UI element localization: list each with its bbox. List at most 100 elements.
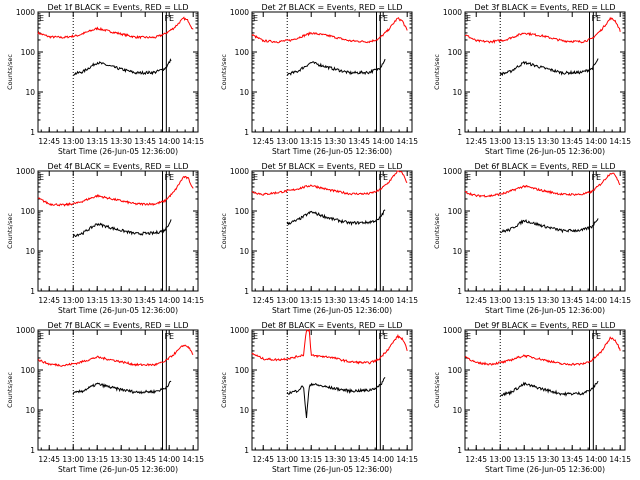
- y-tick-label: 1000: [230, 167, 249, 176]
- chart-panel: Det 4f BLACK = Events, RED = LLD Counts/s…: [6, 162, 204, 315]
- y-tick-label: 1: [244, 287, 249, 296]
- event-marker-label: E: [39, 173, 44, 182]
- x-tick-label: 12:45: [38, 137, 60, 146]
- lld-series-line: [251, 328, 408, 365]
- x-tick-label: 12:45: [252, 455, 274, 464]
- y-tick-label: 1: [30, 128, 35, 137]
- events-series-line: [73, 58, 172, 76]
- x-axis-label: Start Time (26-Jun-05 12:36:00): [485, 465, 605, 474]
- x-tick-label: 13:45: [561, 296, 583, 305]
- y-tick-label: 10: [25, 406, 35, 415]
- y-tick-label: 1000: [443, 326, 462, 335]
- y-tick-label: 10: [239, 247, 249, 256]
- x-tick-label: 13:00: [62, 455, 84, 464]
- x-tick-label: 14:00: [585, 137, 607, 146]
- x-tick-label: 12:45: [38, 455, 60, 464]
- x-tick-label: 12:45: [465, 455, 487, 464]
- chart-title: Det 6f BLACK = Events, RED = LLD: [474, 162, 615, 171]
- chart-title: Det 7f BLACK = Events, RED = LLD: [47, 321, 188, 330]
- x-tick-label: 14:15: [182, 455, 204, 464]
- events-series-line: [286, 58, 386, 76]
- x-axis-label: Start Time (26-Jun-05 12:36:00): [272, 147, 392, 156]
- y-axis-label: Counts/sec: [433, 213, 441, 249]
- x-tick-label: 13:15: [513, 455, 535, 464]
- y-tick-label: 100: [448, 48, 463, 57]
- event-marker-label: E: [39, 14, 44, 23]
- x-tick-label: 13:00: [62, 137, 84, 146]
- y-tick-label: 100: [448, 207, 463, 216]
- event-marker-label: FE: [164, 14, 174, 23]
- y-axis-label: Counts/sec: [220, 213, 228, 249]
- x-tick-label: 13:45: [134, 455, 156, 464]
- plot-frame: [464, 11, 626, 133]
- x-tick-label: 13:45: [348, 455, 370, 464]
- x-tick-label: 13:00: [276, 137, 298, 146]
- x-tick-label: 13:30: [537, 296, 559, 305]
- x-tick-label: 14:00: [372, 455, 394, 464]
- event-marker-label: FE: [378, 14, 388, 23]
- chart-panel: Det 7f BLACK = Events, RED = LLD Counts/s…: [6, 321, 204, 474]
- chart-title: Det 5f BLACK = Events, RED = LLD: [261, 162, 402, 171]
- event-marker-label: E: [466, 332, 471, 341]
- event-marker-label: E: [466, 173, 471, 182]
- x-tick-label: 13:00: [489, 296, 511, 305]
- x-tick-label: 12:45: [38, 296, 60, 305]
- lld-series-line: [251, 17, 408, 44]
- lld-series-line: [464, 172, 621, 198]
- x-axis-label: Start Time (26-Jun-05 12:36:00): [272, 306, 392, 315]
- plot-frame: [251, 170, 413, 292]
- y-tick-label: 1: [30, 287, 35, 296]
- chart-title: Det 3f BLACK = Events, RED = LLD: [474, 3, 615, 12]
- x-tick-label: 12:45: [465, 296, 487, 305]
- y-tick-label: 1: [457, 446, 462, 455]
- y-tick-label: 1000: [230, 8, 249, 17]
- y-axis-label: Counts/sec: [220, 54, 228, 90]
- x-tick-label: 13:15: [300, 455, 322, 464]
- events-series-line: [72, 219, 172, 238]
- x-tick-label: 13:15: [300, 137, 322, 146]
- event-marker-label: E: [253, 173, 258, 182]
- event-marker-label: FE: [591, 173, 601, 182]
- y-tick-label: 100: [235, 366, 250, 375]
- chart-panel: Det 2f BLACK = Events, RED = LLD Counts/s…: [220, 3, 418, 156]
- x-tick-label: 13:45: [134, 296, 156, 305]
- y-tick-label: 10: [452, 406, 462, 415]
- x-axis-label: Start Time (26-Jun-05 12:36:00): [485, 306, 605, 315]
- x-tick-label: 13:45: [348, 296, 370, 305]
- chart-panel: Det 5f BLACK = Events, RED = LLD Counts/s…: [220, 162, 418, 315]
- chart-panel: Det 1f BLACK = Events, RED = LLD Counts/s…: [6, 3, 204, 156]
- x-tick-label: 13:30: [110, 137, 132, 146]
- x-tick-label: 13:15: [513, 296, 535, 305]
- y-axis-label: Counts/sec: [6, 372, 14, 408]
- x-tick-label: 13:45: [134, 137, 156, 146]
- y-tick-label: 100: [235, 48, 250, 57]
- x-tick-label: 14:15: [182, 296, 204, 305]
- lld-series-line: [38, 344, 194, 367]
- y-tick-label: 10: [25, 247, 35, 256]
- x-axis-label: Start Time (26-Jun-05 12:36:00): [272, 465, 392, 474]
- x-axis-label: Start Time (26-Jun-05 12:36:00): [58, 306, 178, 315]
- chart-title: Det 8f BLACK = Events, RED = LLD: [261, 321, 402, 330]
- event-marker-label: E: [253, 332, 258, 341]
- x-tick-label: 14:00: [585, 455, 607, 464]
- event-marker-label: FE: [591, 14, 601, 23]
- x-tick-label: 13:00: [276, 296, 298, 305]
- events-series-line: [72, 380, 172, 395]
- y-tick-label: 1: [244, 128, 249, 137]
- chart-panel: Det 9f BLACK = Events, RED = LLD Counts/s…: [433, 321, 631, 474]
- x-tick-label: 13:00: [489, 137, 511, 146]
- y-tick-label: 100: [21, 207, 36, 216]
- y-axis-label: Counts/sec: [433, 54, 441, 90]
- x-axis-label: Start Time (26-Jun-05 12:36:00): [58, 465, 178, 474]
- x-tick-label: 13:00: [276, 455, 298, 464]
- x-tick-label: 14:15: [609, 296, 631, 305]
- x-tick-label: 13:30: [537, 455, 559, 464]
- y-tick-label: 1: [457, 287, 462, 296]
- event-marker-label: E: [253, 14, 258, 23]
- event-marker-label: FE: [378, 173, 388, 182]
- x-tick-label: 14:00: [372, 296, 394, 305]
- x-tick-label: 14:15: [609, 455, 631, 464]
- events-series-line: [499, 380, 599, 397]
- x-tick-label: 14:00: [158, 296, 180, 305]
